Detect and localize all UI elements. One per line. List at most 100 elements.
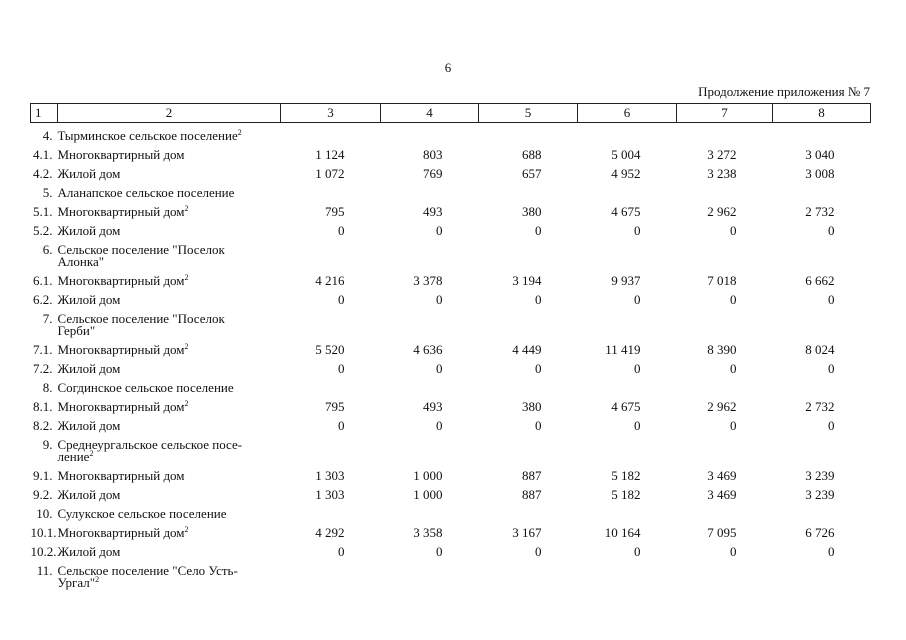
row-name: Аланапское сельское поселение <box>58 180 281 199</box>
row-name: Жилой дом <box>58 482 281 501</box>
value-cell: 5 182 <box>611 487 641 502</box>
empty-cell <box>479 501 578 520</box>
value-cell: 9 937 <box>611 273 641 288</box>
empty-cell <box>381 123 479 143</box>
footnote-mark: 2 <box>89 449 94 458</box>
value-cell: 4 292 <box>315 525 345 540</box>
row-name: Жилой дом <box>58 413 281 432</box>
row-name: Многоквартирный дом2 <box>57 394 281 414</box>
name-line: Многоквартирный дом <box>57 273 185 288</box>
empty-cell <box>578 123 677 143</box>
empty-cell <box>381 180 479 199</box>
value-cell: 0 <box>634 361 641 376</box>
value-cell: 0 <box>338 223 345 238</box>
empty-cell <box>677 501 773 520</box>
row-number: 8. <box>42 380 53 395</box>
row-number: 10.1. <box>30 525 57 540</box>
value-cell: 7 095 <box>707 525 737 540</box>
value-cell: 493 <box>423 399 443 414</box>
value-cell: 4 952 <box>611 166 641 181</box>
empty-cell <box>677 180 773 199</box>
row-name: Многоквартирный дом2 <box>57 268 281 288</box>
value-cell: 7 018 <box>707 273 737 288</box>
name-line: Многоквартирный дом <box>57 399 185 414</box>
name-line: Алонка" <box>57 254 105 269</box>
empty-cell <box>479 123 578 143</box>
table-row: 9.2. Жилой дом 1 303 1 000 887 5 182 3 469 3 23… <box>31 482 871 501</box>
empty-cell <box>281 237 381 268</box>
footnote-mark: 2 <box>95 575 100 584</box>
table-row: 5.2. Жилой дом 0 0 0 0 0 0 <box>31 218 871 237</box>
name-line: Жилой дом <box>57 361 121 376</box>
value-cell: 688 <box>522 147 542 162</box>
table-row: 5.1. Многоквартирный дом2 795 493 380 4 675 2 … <box>31 199 871 219</box>
row-number: 5.2. <box>33 223 53 238</box>
value-cell: 3 040 <box>805 147 835 162</box>
row-number: 11. <box>36 563 53 578</box>
value-cell: 493 <box>423 204 443 219</box>
name-line: Жилой дом <box>57 544 121 559</box>
name-line: Многоквартирный дом <box>57 342 185 357</box>
table-row: 4.1. Многоквартирный дом 1 124 803 688 5 004 3… <box>31 142 871 161</box>
value-cell: 0 <box>634 292 641 307</box>
empty-cell <box>281 558 381 589</box>
empty-cell <box>578 432 677 463</box>
name-line: Сельское поселение "Поселок <box>57 311 225 326</box>
value-cell: 3 272 <box>707 147 737 162</box>
name-line: Жилой дом <box>57 223 121 238</box>
value-cell: 0 <box>730 418 737 433</box>
value-cell: 6 726 <box>805 525 835 540</box>
empty-cell <box>381 237 479 268</box>
value-cell: 0 <box>338 292 345 307</box>
row-name: Многоквартирный дом2 <box>58 520 281 540</box>
row-number: 5.1. <box>33 204 53 219</box>
table-row: 9.1. Многоквартирный дом 1 303 1 000 887 5 18… <box>31 463 871 482</box>
table-row: 8. Согдинское сельское поселение <box>31 375 871 394</box>
empty-cell <box>773 237 871 268</box>
empty-cell <box>281 375 381 394</box>
name-line: Среднеургальское сельское посе- <box>57 437 243 452</box>
empty-cell <box>381 501 479 520</box>
value-cell: 657 <box>522 166 542 181</box>
value-cell: 0 <box>730 544 737 559</box>
footnote-mark: 2 <box>237 128 242 137</box>
value-cell: 0 <box>730 361 737 376</box>
row-number: 8.2. <box>33 418 53 433</box>
footnote-mark: 2 <box>184 525 189 534</box>
table-row: 8.1. Многоквартирный дом2 795 493 380 4 675 2 … <box>31 394 871 414</box>
footnote-mark: 2 <box>184 273 189 282</box>
table-row: 7.1. Многоквартирный дом2 5 520 4 636 4 449 1… <box>31 337 871 357</box>
value-cell: 1 303 <box>315 468 345 483</box>
table-row: 7.2. Жилой дом 0 0 0 0 0 0 <box>31 356 871 375</box>
value-cell: 0 <box>634 418 641 433</box>
value-cell: 1 124 <box>315 147 345 162</box>
table-row: 9. Среднеургальское сельское посе-ление2 <box>31 432 871 463</box>
empty-cell <box>578 237 677 268</box>
row-name: Многоквартирный дом <box>58 142 281 161</box>
empty-cell <box>381 558 479 589</box>
row-number: 6.2. <box>33 292 53 307</box>
name-line: Жилой дом <box>57 418 121 433</box>
row-name: Жилой дом <box>58 287 281 306</box>
value-cell: 3 238 <box>707 166 737 181</box>
value-cell: 3 358 <box>413 525 443 540</box>
footnote-mark: 2 <box>184 204 189 213</box>
empty-cell <box>281 432 381 463</box>
value-cell: 3 239 <box>805 468 835 483</box>
value-cell: 4 636 <box>413 342 443 357</box>
row-number: 6. <box>42 242 53 257</box>
table-row: 10. Сулукское сельское поселение <box>31 501 871 520</box>
name-line: Сулукское сельское поселение <box>57 506 227 521</box>
empty-cell <box>578 180 677 199</box>
value-cell: 0 <box>436 544 443 559</box>
value-cell: 0 <box>828 292 835 307</box>
table-row: 6.1. Многоквартирный дом2 4 216 3 378 3 194 9… <box>31 268 871 288</box>
row-name: Жилой дом <box>58 539 281 558</box>
empty-cell <box>479 306 578 337</box>
value-cell: 5 520 <box>315 342 345 357</box>
header-cell: 6 <box>577 103 677 123</box>
value-cell: 8 390 <box>707 342 737 357</box>
